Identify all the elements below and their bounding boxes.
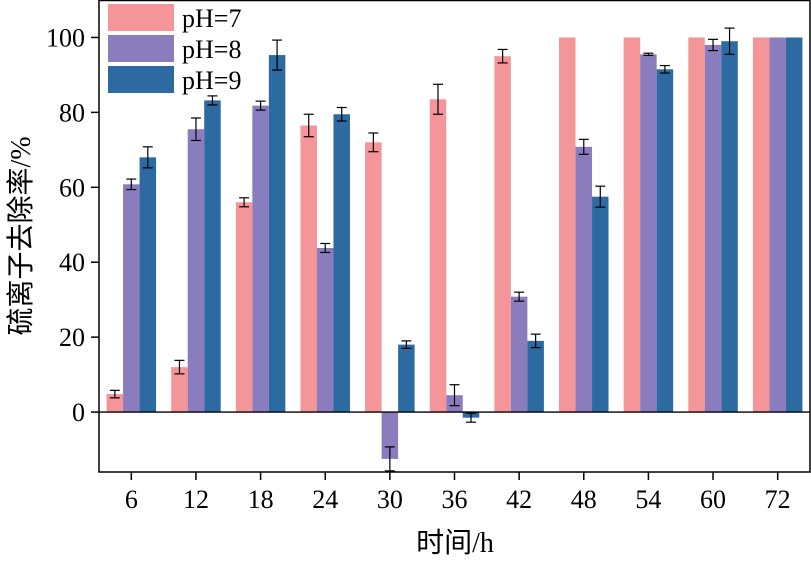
error-bar-pH=9-60 — [724, 27, 735, 55]
x-tick-label-72: 72 — [765, 485, 791, 514]
x-tick-label-6: 6 — [125, 485, 138, 514]
error-bar-pH=8-24 — [320, 242, 331, 254]
legend: pH=7pH=8pH=9 — [108, 4, 241, 95]
error-bar-pH=8-12 — [190, 117, 201, 142]
x-tick-label-12: 12 — [183, 485, 209, 514]
error-bar-pH=9-36 — [466, 412, 476, 423]
bar-pH=7-30 — [365, 142, 382, 413]
bar-pH=9-24 — [333, 114, 350, 413]
legend-label-pH=9: pH=9 — [182, 66, 241, 95]
bar-pH=9-42 — [527, 340, 544, 413]
error-bar-pH=8-60 — [708, 38, 719, 52]
legend-label-pH=7: pH=7 — [182, 4, 241, 33]
y-axis-label: 硫离子去除率/% — [5, 136, 37, 335]
error-bar-pH=9-18 — [272, 39, 283, 71]
error-bar-pH=7-30 — [368, 132, 379, 153]
x-tick-label-48: 48 — [571, 485, 597, 514]
error-bar-pH=9-12 — [207, 95, 218, 106]
error-bar-pH=7-6 — [109, 389, 120, 399]
x-tick-label-24: 24 — [312, 485, 338, 514]
y-tick-label-60: 60 — [59, 173, 85, 202]
error-bar-pH=9-48 — [595, 185, 606, 208]
x-tick-label-60: 60 — [700, 485, 726, 514]
error-bar-pH=7-42 — [497, 48, 508, 64]
bar-pH=8-12 — [187, 129, 205, 413]
error-bar-pH=8-30 — [384, 446, 395, 472]
bar-pH=7-36 — [429, 99, 447, 413]
error-bar-pH=9-30 — [401, 340, 412, 349]
bar-pH=8-18 — [252, 105, 269, 413]
legend-swatch-pH=7 — [108, 4, 174, 31]
bar-pH=9-12 — [204, 100, 221, 413]
bar-pH=7-42 — [494, 56, 511, 413]
x-tick-label-42: 42 — [506, 485, 532, 514]
error-bar-pH=9-54 — [659, 64, 670, 74]
bar-pH=7-72 — [752, 37, 770, 413]
bar-pH=9-18 — [268, 55, 286, 413]
bar-pH=9-72 — [785, 37, 803, 413]
y-tick-label-100: 100 — [46, 23, 85, 52]
bar-pH=8-48 — [575, 146, 593, 413]
x-tick-label-36: 36 — [442, 485, 468, 514]
bar-pH=7-60 — [688, 37, 705, 413]
error-bar-pH=8-42 — [514, 291, 525, 302]
x-tick-label-18: 18 — [248, 485, 274, 514]
bar-pH=8-60 — [704, 44, 722, 413]
bar-pH=7-48 — [559, 37, 576, 413]
error-bar-pH=8-18 — [255, 100, 266, 111]
error-bar-pH=9-6 — [142, 146, 153, 169]
y-tick-label-80: 80 — [59, 98, 85, 127]
bar-pH=7-18 — [235, 202, 253, 413]
bar-pH=8-72 — [769, 37, 786, 413]
error-bar-pH=7-18 — [239, 197, 250, 208]
legend-label-pH=8: pH=8 — [182, 35, 241, 64]
error-bar-pH=9-42 — [530, 333, 541, 349]
axes: 0 20 40 60 80 100 6 12 18 24 30 36 42 48 54 60 72 — [46, 0, 811, 514]
error-bar-pH=8-36 — [449, 384, 460, 407]
bar-pH=9-54 — [656, 69, 674, 413]
bar-pH=8-54 — [640, 54, 657, 413]
legend-swatch-pH=9 — [108, 66, 174, 93]
error-bar-pH=7-12 — [174, 359, 185, 375]
y-tick-label-40: 40 — [59, 248, 85, 277]
bar-pH=7-54 — [623, 37, 641, 413]
error-bar-pH=9-24 — [336, 106, 347, 122]
plot-area — [106, 27, 803, 472]
error-bar-pH=7-36 — [433, 83, 443, 115]
bar-pH=7-6 — [106, 394, 124, 413]
bar-pH=9-60 — [721, 41, 738, 413]
error-bar-pH=8-6 — [126, 178, 137, 191]
bar-pH=9-48 — [592, 196, 609, 413]
x-axis-label: 时间/h — [416, 527, 494, 559]
bar-pH=7-24 — [300, 125, 317, 413]
bar-pH=7-12 — [171, 367, 188, 413]
bar-pH=8-6 — [123, 184, 140, 413]
x-tick-label-54: 54 — [635, 485, 661, 514]
error-bar-pH=7-24 — [303, 113, 314, 138]
bar-pH=9-30 — [398, 344, 415, 413]
error-bar-pH=8-48 — [578, 138, 589, 155]
y-tick-label-20: 20 — [59, 323, 85, 352]
bar-pH=8-24 — [316, 247, 334, 413]
y-tick-label-0: 0 — [72, 398, 85, 427]
x-tick-label-30: 30 — [377, 485, 403, 514]
bar-pH=8-42 — [510, 296, 528, 413]
error-bar-pH=8-54 — [643, 52, 654, 57]
bar-pH=9-6 — [139, 157, 157, 413]
legend-swatch-pH=8 — [108, 35, 174, 62]
